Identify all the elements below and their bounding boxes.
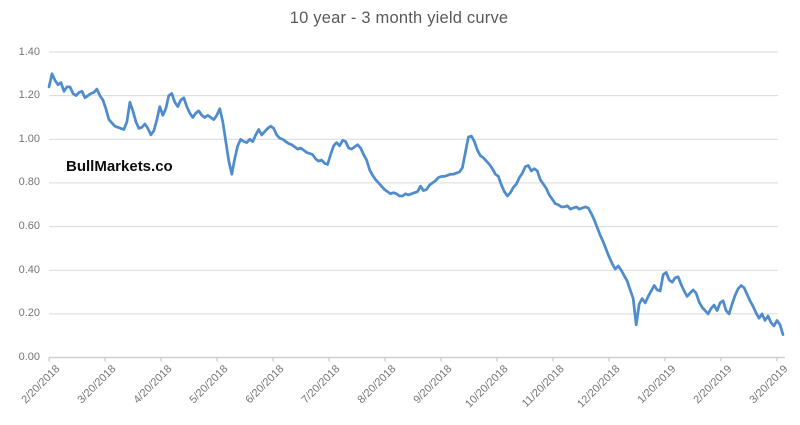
chart-title: 10 year - 3 month yield curve [289,9,509,27]
y-axis-tick-label: 0.60 [18,220,40,233]
y-axis-tick-label: 1.40 [18,45,40,58]
y-axis-tick-label: 0.80 [18,176,40,189]
y-axis-tick-label: 0.00 [18,351,40,363]
y-axis-tick-label: 0.40 [18,263,40,276]
y-axis-tick-label: 1.20 [18,89,40,102]
y-axis-tick-label: 1.00 [18,132,40,145]
y-axis-tick-label: 0.20 [18,307,40,320]
series-line [47,72,785,336]
watermark: BullMarkets.co [66,158,173,175]
